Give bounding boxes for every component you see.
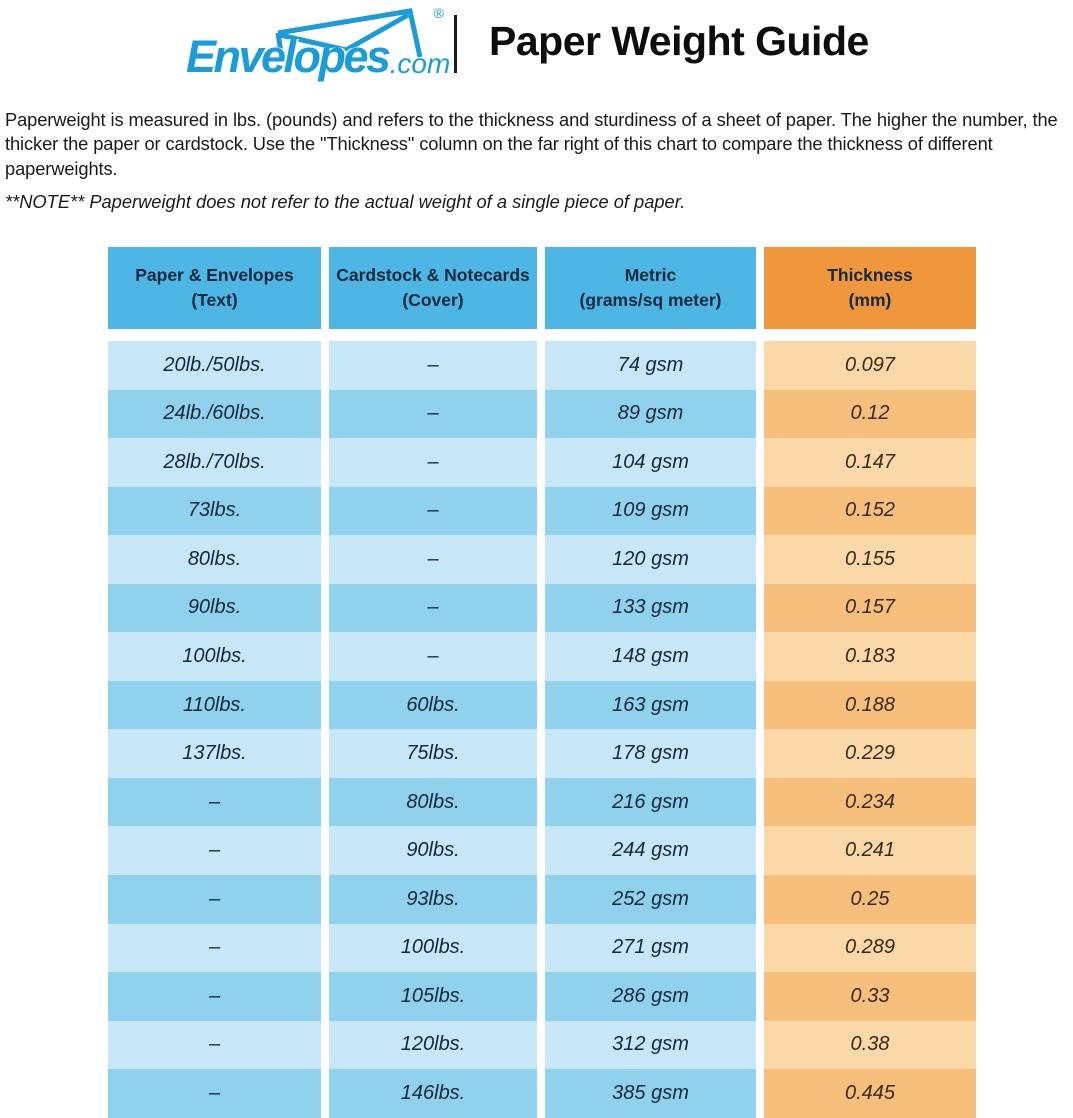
column-title: Cardstock & Notecards bbox=[336, 265, 530, 286]
table-cell: 146lbs. bbox=[329, 1069, 537, 1118]
registered-trademark-icon: ® bbox=[433, 5, 444, 21]
table-cell: 80lbs. bbox=[329, 777, 537, 827]
table-cell: 20lb./50lbs. bbox=[108, 340, 321, 390]
column-title: Metric bbox=[624, 265, 677, 286]
table-cell: 0.33 bbox=[764, 972, 976, 1021]
paper-weight-table: Paper & Envelopes (Text) Cardstock & Not… bbox=[108, 246, 976, 1118]
table-cell: 110lbs. bbox=[108, 680, 321, 730]
table-cell: 0.38 bbox=[764, 1020, 976, 1070]
table-cell: 93lbs. bbox=[329, 875, 537, 924]
table-cell: 28lb./70lbs. bbox=[108, 438, 321, 487]
column-header-thickness: Thickness (mm) bbox=[764, 246, 976, 329]
column-title: Thickness bbox=[827, 265, 913, 286]
header-divider bbox=[454, 15, 457, 73]
column-title: Paper & Envelopes bbox=[135, 265, 294, 286]
table-cell: 0.147 bbox=[764, 438, 976, 487]
table-cell: 137lbs. bbox=[108, 729, 321, 778]
table-cell: 105lbs. bbox=[329, 972, 537, 1021]
table-cell: 120 gsm bbox=[545, 535, 756, 584]
table-cell: 73lbs. bbox=[108, 486, 321, 536]
table-cell: – bbox=[108, 972, 321, 1021]
table-cell: – bbox=[329, 389, 537, 439]
table-cell: – bbox=[329, 535, 537, 584]
table-cell: 0.188 bbox=[764, 680, 976, 730]
table-cell: – bbox=[329, 340, 537, 390]
table-cell: 0.445 bbox=[764, 1069, 976, 1118]
table-cell: 24lb./60lbs. bbox=[108, 389, 321, 439]
page-title: Paper Weight Guide bbox=[489, 17, 869, 64]
table-cell: 271 gsm bbox=[545, 923, 756, 973]
table-cell: 133 gsm bbox=[545, 583, 756, 633]
table-cell: – bbox=[329, 438, 537, 487]
table-cell: – bbox=[108, 875, 321, 924]
table-cell: 80lbs. bbox=[108, 535, 321, 584]
table-cell: 90lbs. bbox=[329, 826, 537, 875]
table-cell: 216 gsm bbox=[545, 777, 756, 827]
table-cell: 178 gsm bbox=[545, 729, 756, 778]
column-header-cardstock-notecards: Cardstock & Notecards (Cover) bbox=[329, 246, 537, 329]
intro-paragraph: Paperweight is measured in lbs. (pounds)… bbox=[5, 109, 1058, 179]
table-cell: 0.157 bbox=[764, 583, 976, 633]
column-subtitle: (Cover) bbox=[402, 289, 464, 310]
brand-name: Envelopes bbox=[186, 31, 391, 82]
table-cell: – bbox=[329, 583, 537, 633]
table-cell: 100lbs. bbox=[108, 632, 321, 681]
table-cell: 0.097 bbox=[764, 340, 976, 390]
table-cell: 312 gsm bbox=[545, 1020, 756, 1070]
table-cell: 120lbs. bbox=[329, 1020, 537, 1070]
column-header-paper-envelopes: Paper & Envelopes (Text) bbox=[108, 246, 321, 329]
table-cell: 74 gsm bbox=[545, 340, 756, 390]
table-cell: 385 gsm bbox=[545, 1069, 756, 1118]
envelopes-logo: Envelopes .com ® bbox=[186, 5, 450, 82]
table-cell: 60lbs. bbox=[329, 680, 537, 730]
brand-suffix: .com bbox=[389, 48, 451, 79]
column-subtitle: (grams/sq meter) bbox=[579, 289, 722, 310]
table-cell: 0.183 bbox=[764, 632, 976, 681]
table-cell: 100lbs. bbox=[329, 923, 537, 973]
table-cell: 0.229 bbox=[764, 729, 976, 778]
table-cell: 0.152 bbox=[764, 486, 976, 536]
column-subtitle: (Text) bbox=[191, 289, 238, 310]
table-cell: 244 gsm bbox=[545, 826, 756, 875]
table-cell: 0.12 bbox=[764, 389, 976, 439]
table-cell: 0.25 bbox=[764, 875, 976, 924]
table-cell: – bbox=[108, 826, 321, 875]
masthead: Envelopes .com ® Paper Weight Guide bbox=[0, 4, 1073, 82]
table-cell: – bbox=[108, 923, 321, 973]
table-cell: 104 gsm bbox=[545, 438, 756, 487]
table-cell: 252 gsm bbox=[545, 875, 756, 924]
table-cell: – bbox=[329, 632, 537, 681]
table-cell: – bbox=[108, 777, 321, 827]
table-cell: 109 gsm bbox=[545, 486, 756, 536]
table-cell: – bbox=[108, 1069, 321, 1118]
table-cell: 0.234 bbox=[764, 777, 976, 827]
table-cell: 0.241 bbox=[764, 826, 976, 875]
table-cell: 286 gsm bbox=[545, 972, 756, 1021]
table-cell: – bbox=[108, 1020, 321, 1070]
column-subtitle: (mm) bbox=[848, 289, 892, 310]
table-cell: 163 gsm bbox=[545, 680, 756, 730]
table-cell: 0.289 bbox=[764, 923, 976, 973]
note-text: **NOTE** Paperweight does not refer to t… bbox=[5, 190, 686, 212]
table-cell: 75lbs. bbox=[329, 729, 537, 778]
table-cell: 148 gsm bbox=[545, 632, 756, 681]
table-cell: – bbox=[329, 486, 537, 536]
table-cell: 0.155 bbox=[764, 535, 976, 584]
table-cell: 89 gsm bbox=[545, 389, 756, 439]
table-cell: 90lbs. bbox=[108, 583, 321, 633]
column-header-metric: Metric (grams/sq meter) bbox=[545, 246, 756, 329]
